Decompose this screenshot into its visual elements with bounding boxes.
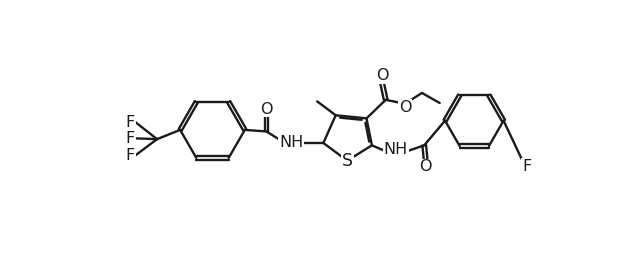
Text: O: O	[376, 68, 388, 84]
Text: F: F	[522, 159, 531, 174]
Text: NH: NH	[383, 142, 408, 158]
Text: O: O	[420, 159, 432, 174]
Text: F: F	[125, 148, 135, 163]
Text: O: O	[399, 100, 412, 115]
Text: O: O	[260, 102, 273, 117]
Text: NH: NH	[279, 135, 303, 150]
Text: S: S	[342, 152, 353, 170]
Text: F: F	[125, 131, 135, 146]
Text: F: F	[125, 115, 135, 130]
